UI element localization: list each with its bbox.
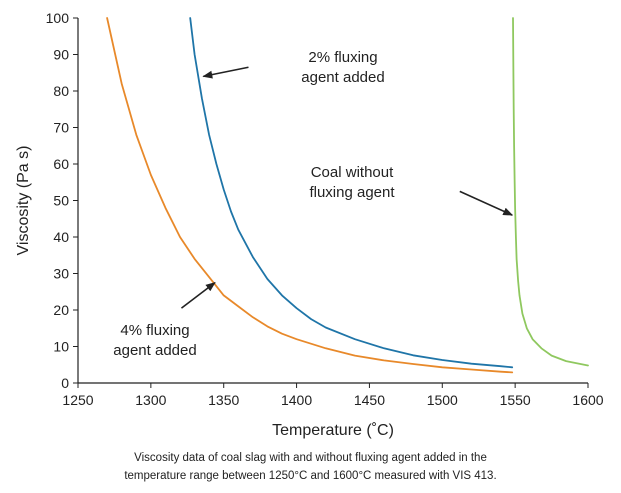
x-tick-label: 1350 (208, 392, 239, 408)
y-tick-label: 50 (53, 193, 69, 209)
annotation-text: fluxing agent (309, 184, 395, 201)
viscosity-chart: 1250 1300 1350 1400 1450 1500 1550 1600 0 10 20 30 4… (15, 10, 604, 439)
y-tick-label: 10 (53, 339, 69, 355)
annotation-text: 4% fluxing (120, 322, 189, 339)
series-line-3 (512, 17, 589, 367)
x-tick-label: 1550 (500, 392, 531, 408)
y-tick-label: 40 (53, 229, 69, 245)
axes-layer: 1250 1300 1350 1400 1450 1500 1550 1600 0 10 20 30 4… (15, 10, 604, 439)
y-tick-label: 70 (53, 120, 69, 136)
annotation-text: 2% fluxing (308, 49, 377, 66)
annotation-arrow (202, 66, 249, 79)
y-tick-label: 100 (46, 10, 70, 26)
series-line-1 (106, 17, 514, 374)
y-axis-label: Viscosity (Pa s) (15, 146, 32, 256)
y-tick-label: 60 (53, 156, 69, 172)
x-axis-label: Temperature (˚C) (272, 422, 394, 439)
series-line-2 (189, 17, 514, 369)
y-tick-label: 0 (61, 375, 69, 391)
x-tick-label: 1400 (281, 392, 312, 408)
y-tick-label: 80 (53, 83, 69, 99)
series-layer (106, 17, 589, 374)
x-tick-label: 1500 (427, 392, 458, 408)
y-tick-label: 90 (53, 47, 69, 63)
x-tick-label: 1300 (135, 392, 166, 408)
x-tick-label: 1600 (572, 392, 603, 408)
annotation-arrow (459, 190, 514, 216)
annotation-text: agent added (113, 342, 196, 359)
annotation-2: Coal without fluxing agent (309, 164, 514, 216)
caption-line-2: temperature range between 1250°C and 160… (124, 470, 497, 482)
annotation-text: agent added (301, 69, 384, 86)
annotation-text: Coal without (311, 164, 394, 181)
y-tick-label: 30 (53, 266, 69, 282)
x-tick-label: 1450 (354, 392, 385, 408)
annotation-1: 2% fluxing agent added (202, 49, 385, 86)
annotation-layer: 2% fluxing agent added Coal without fluxing… (113, 49, 514, 359)
figure-caption: Viscosity data of coal slag with and wit… (0, 449, 621, 485)
annotation-arrow (180, 281, 216, 309)
y-tick-label: 20 (53, 302, 69, 318)
caption-line-1: Viscosity data of coal slag with and wit… (134, 452, 487, 464)
x-tick-label: 1250 (62, 392, 93, 408)
annotation-3: 4% fluxing agent added (113, 281, 216, 359)
